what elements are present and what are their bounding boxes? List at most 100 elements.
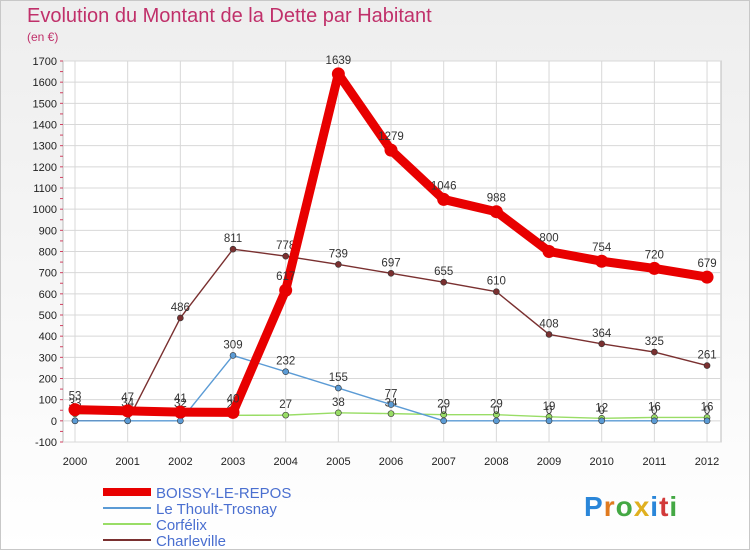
data-label: 720 bbox=[645, 249, 664, 261]
y-tick-label: 900 bbox=[39, 225, 57, 237]
data-label: 29 bbox=[437, 399, 450, 411]
x-tick-label: 2009 bbox=[537, 456, 561, 468]
data-label: 19 bbox=[543, 401, 556, 413]
data-point bbox=[493, 417, 500, 425]
x-tick-label: 2005 bbox=[326, 456, 350, 468]
data-label: 41 bbox=[174, 393, 187, 405]
data-label: 800 bbox=[539, 233, 558, 245]
data-point bbox=[68, 403, 82, 417]
x-tick-label: 2007 bbox=[431, 456, 455, 468]
data-label: 988 bbox=[487, 193, 506, 205]
data-point bbox=[598, 417, 606, 425]
y-tick-label: 300 bbox=[39, 352, 57, 364]
legend-label: BOISSY-LE-REPOS bbox=[156, 485, 291, 502]
data-point bbox=[335, 409, 342, 417]
legend-label: Charleville bbox=[156, 533, 226, 549]
data-label: 0 bbox=[546, 405, 552, 417]
y-tick-label: 1100 bbox=[33, 183, 57, 195]
data-point bbox=[647, 261, 661, 275]
data-point bbox=[121, 404, 135, 418]
x-tick-label: 2002 bbox=[168, 456, 192, 468]
y-tick-label: -100 bbox=[35, 437, 57, 449]
data-point bbox=[226, 405, 240, 419]
data-point bbox=[437, 192, 451, 206]
y-tick-label: 700 bbox=[39, 268, 57, 280]
data-label: 27 bbox=[279, 399, 292, 411]
data-point bbox=[700, 270, 714, 284]
data-label: 261 bbox=[697, 350, 716, 362]
y-tick-label: 1300 bbox=[33, 141, 57, 153]
data-label: 739 bbox=[329, 248, 348, 260]
data-label: 53 bbox=[69, 391, 82, 403]
data-label: 1639 bbox=[326, 55, 352, 67]
y-tick-label: 1700 bbox=[33, 56, 57, 68]
x-tick-label: 2011 bbox=[643, 456, 667, 468]
data-label: 778 bbox=[276, 240, 295, 252]
data-point bbox=[279, 283, 293, 297]
data-label: 0 bbox=[440, 405, 446, 417]
x-tick-label: 2012 bbox=[695, 456, 719, 468]
data-point bbox=[595, 254, 609, 268]
data-label: 77 bbox=[385, 389, 398, 401]
y-tick-label: 600 bbox=[39, 289, 57, 301]
data-point bbox=[71, 417, 79, 425]
data-label: 0 bbox=[651, 405, 657, 417]
data-label: 12 bbox=[595, 402, 608, 414]
data-label: 617 bbox=[276, 271, 295, 283]
y-tick-label: 1600 bbox=[33, 77, 57, 89]
data-point bbox=[651, 348, 658, 356]
data-point bbox=[229, 245, 237, 253]
data-point bbox=[335, 261, 342, 268]
y-tick-label: 1500 bbox=[33, 98, 57, 110]
data-label: 610 bbox=[487, 276, 506, 288]
data-label: 40 bbox=[227, 393, 240, 405]
y-tick-label: 200 bbox=[39, 374, 57, 386]
data-point bbox=[651, 417, 658, 425]
data-point bbox=[703, 362, 711, 369]
data-point bbox=[440, 417, 447, 425]
data-point bbox=[124, 417, 131, 425]
y-tick-label: 1200 bbox=[33, 162, 57, 174]
data-point bbox=[177, 417, 184, 425]
chart-subtitle: (en €) bbox=[27, 30, 59, 44]
x-tick-label: 2000 bbox=[63, 456, 87, 468]
y-tick-label: 1000 bbox=[33, 204, 57, 216]
x-tick-label: 2003 bbox=[221, 456, 245, 468]
x-tick-label: 2001 bbox=[115, 456, 139, 468]
data-point bbox=[387, 270, 395, 277]
data-label: 29 bbox=[490, 399, 503, 411]
data-point bbox=[384, 143, 398, 157]
y-tick-label: 800 bbox=[39, 247, 57, 259]
data-point bbox=[703, 417, 711, 425]
data-point bbox=[387, 410, 395, 417]
data-point bbox=[542, 245, 556, 258]
data-point bbox=[282, 368, 289, 376]
x-tick-label: 2006 bbox=[379, 456, 403, 468]
y-tick-label: 0 bbox=[51, 416, 57, 428]
data-label: 155 bbox=[329, 372, 348, 384]
y-tick-label: 1400 bbox=[33, 120, 57, 132]
data-label: 47 bbox=[121, 392, 134, 404]
data-label: 0 bbox=[598, 405, 604, 417]
data-label: 309 bbox=[223, 339, 242, 351]
x-tick-label: 2010 bbox=[589, 456, 613, 468]
chart-title: Evolution du Montant de la Dette par Hab… bbox=[27, 5, 432, 27]
data-label: 486 bbox=[171, 302, 190, 314]
data-point bbox=[440, 278, 447, 286]
data-point bbox=[545, 331, 553, 338]
legend-label: Le Thoult-Trosnay bbox=[156, 501, 277, 518]
data-label: 0 bbox=[493, 405, 499, 417]
legend-label: Corfélix bbox=[156, 517, 207, 534]
y-tick-label: 400 bbox=[39, 331, 57, 343]
data-point bbox=[545, 417, 553, 425]
data-point bbox=[282, 411, 289, 419]
data-point bbox=[229, 352, 237, 359]
data-label: 1046 bbox=[431, 180, 457, 192]
data-label: 16 bbox=[701, 401, 714, 413]
data-point bbox=[489, 205, 503, 219]
x-tick-label: 2008 bbox=[484, 456, 508, 468]
data-label: 811 bbox=[224, 233, 242, 245]
data-point bbox=[177, 314, 184, 322]
